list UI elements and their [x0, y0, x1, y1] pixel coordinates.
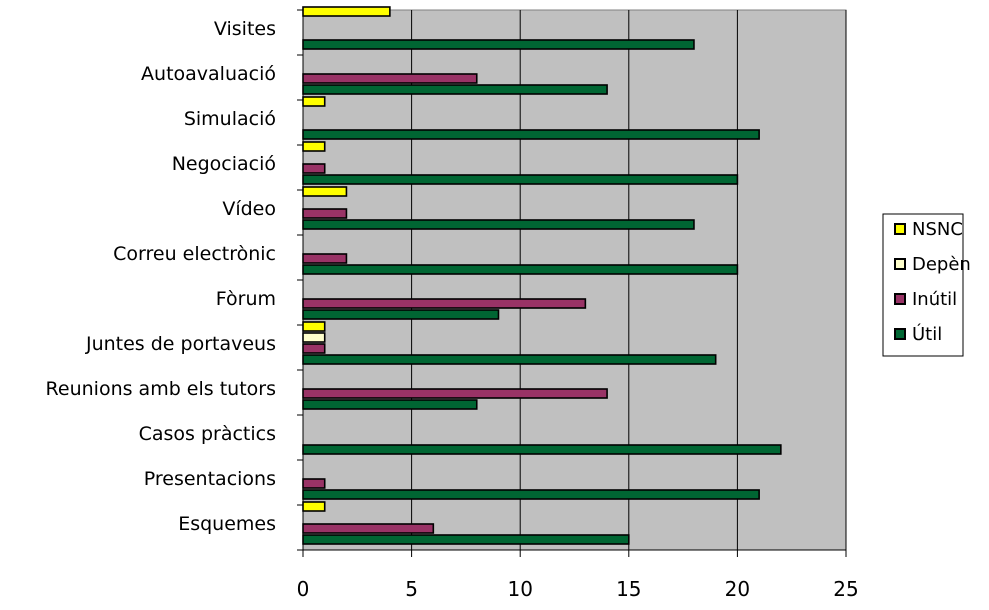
- legend: NSNC Depèn Inútil Útil: [882, 213, 971, 357]
- bar-inutil-1: [302, 73, 478, 84]
- legend-swatch: [894, 293, 906, 305]
- bar-util-9: [302, 444, 782, 455]
- bar-util-11: [302, 534, 630, 545]
- bar-util-6: [302, 309, 500, 320]
- category-label: Fòrum: [216, 288, 276, 310]
- bar-util-7: [302, 354, 717, 365]
- bar-nsnc-4: [302, 186, 348, 197]
- bar-inutil-10: [302, 478, 326, 489]
- bar-nsnc-0: [302, 6, 391, 17]
- bar-util-8: [302, 399, 478, 410]
- bar-depen-7: [302, 332, 326, 343]
- bar-nsnc-2: [302, 96, 326, 107]
- category-labels: Visites Autoavaluació Simulació Negociació V…: [46, 18, 276, 535]
- category-label: Esquemes: [178, 513, 276, 535]
- x-tick-label: 10: [507, 577, 532, 601]
- x-tick-label: 0: [297, 577, 310, 601]
- bar-inutil-4: [302, 208, 348, 219]
- legend-swatch: [894, 223, 906, 235]
- bar-util-3: [302, 174, 739, 185]
- bar-inutil-7: [302, 343, 326, 354]
- category-label: Correu electrònic: [113, 243, 276, 265]
- bar-util-2: [302, 129, 760, 140]
- category-label: Casos pràctics: [139, 423, 276, 445]
- bar-util-1: [302, 84, 608, 95]
- axes: [297, 9, 847, 557]
- legend-swatch: [894, 328, 906, 340]
- x-tick-label: 25: [833, 577, 858, 601]
- legend-label: NSNC: [912, 219, 963, 240]
- plot-area: [302, 9, 847, 551]
- bar-util-4: [302, 219, 695, 230]
- bar-inutil-5: [302, 253, 348, 264]
- legend-label: Útil: [912, 323, 942, 345]
- category-label: Vídeo: [222, 198, 276, 220]
- bar-util-10: [302, 489, 760, 500]
- bar-inutil-8: [302, 388, 608, 399]
- bar-nsnc-11: [302, 501, 326, 512]
- bar-inutil-3: [302, 163, 326, 174]
- category-label: Visites: [214, 18, 276, 40]
- legend-swatch: [894, 258, 906, 270]
- category-label: Negociació: [172, 153, 276, 175]
- tick-labels: 0 5 10 15 20 25: [297, 577, 859, 601]
- bar-util-0: [302, 39, 695, 50]
- category-label: Juntes de portaveus: [85, 333, 276, 355]
- bar-nsnc-3: [302, 141, 326, 152]
- category-label: Presentacions: [144, 468, 276, 490]
- bar-util-5: [302, 264, 739, 275]
- x-tick-label: 15: [616, 577, 641, 601]
- bar-inutil-11: [302, 523, 435, 534]
- category-label: Reunions amb els tutors: [46, 378, 276, 400]
- legend-label: Depèn: [912, 254, 971, 275]
- x-tick-label: 5: [405, 577, 418, 601]
- category-label: Autoavaluació: [141, 63, 276, 85]
- legend-label: Inútil: [912, 289, 957, 310]
- category-label: Simulació: [184, 108, 276, 130]
- bar-inutil-6: [302, 298, 587, 309]
- x-tick-label: 20: [725, 577, 750, 601]
- bar-nsnc-7: [302, 321, 326, 332]
